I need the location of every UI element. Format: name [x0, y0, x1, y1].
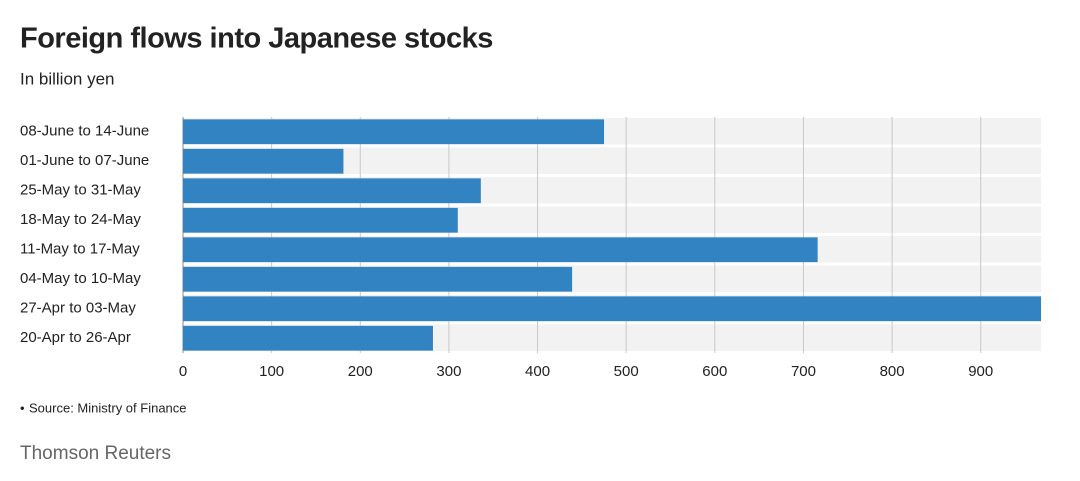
bar	[183, 325, 433, 351]
chart-title: Foreign flows into Japanese stocks	[20, 23, 493, 55]
y-tick-label: 01-June to 07-June	[20, 152, 149, 169]
x-tick-label: 100	[259, 363, 284, 380]
y-tick-label: 20-Apr to 26-Apr	[20, 329, 131, 346]
source: Source: Ministry of Finance	[29, 400, 187, 415]
x-tick-label: 300	[436, 363, 461, 380]
bar	[183, 119, 605, 145]
x-tick-label: 500	[614, 363, 639, 380]
bar	[183, 178, 481, 204]
x-tick-label: 800	[880, 363, 905, 380]
bar	[183, 207, 458, 233]
x-tick-label: 200	[348, 363, 373, 380]
y-tick-label: 27-Apr to 03-May	[20, 300, 136, 317]
y-tick-label: 08-June to 14-June	[20, 123, 149, 140]
x-tick-label: 700	[791, 363, 816, 380]
credit: Thomson Reuters	[20, 443, 171, 464]
bar	[183, 148, 344, 174]
x-tick-label: 0	[179, 363, 187, 380]
x-tick-label: 600	[702, 363, 727, 380]
y-tick-label: 18-May to 24-May	[20, 211, 141, 228]
bar	[183, 266, 573, 292]
bar	[183, 237, 818, 263]
source-bullet: •	[20, 400, 25, 415]
chart-subtitle: In billion yen	[20, 69, 115, 88]
y-tick-label: 25-May to 31-May	[20, 182, 141, 199]
x-tick-label: 400	[525, 363, 550, 380]
bar	[183, 296, 1041, 322]
y-tick-label: 04-May to 10-May	[20, 270, 141, 287]
x-tick-label: 900	[968, 363, 993, 380]
y-tick-label: 11-May to 17-May	[20, 241, 140, 258]
